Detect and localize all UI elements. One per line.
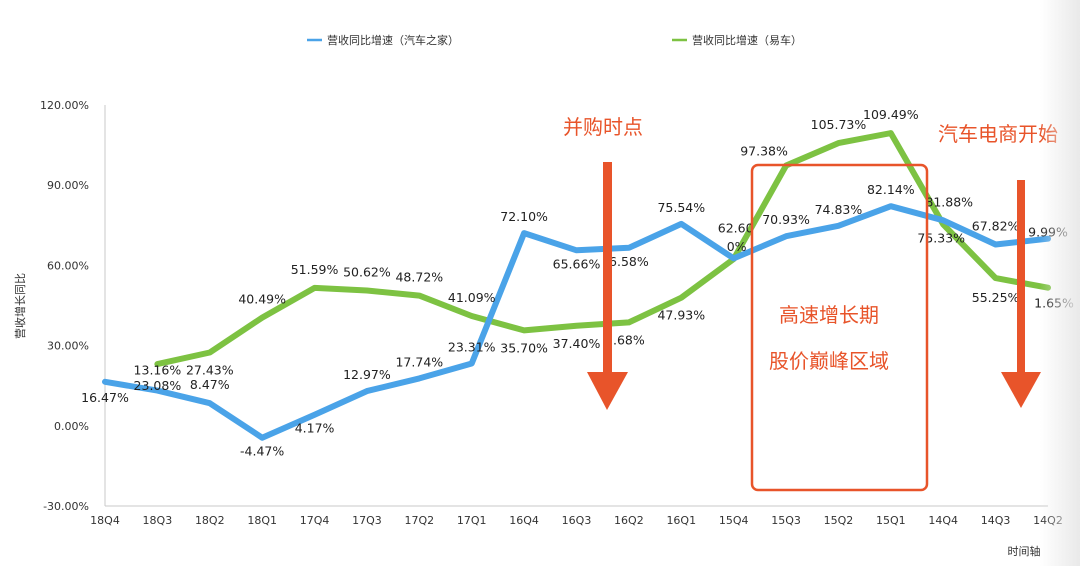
merger-arrow — [587, 162, 628, 410]
x-tick-labels: 18Q4 18Q3 18Q2 18Q1 17Q4 17Q3 17Q2 17Q1 16Q4 16Q3… — [90, 514, 1063, 527]
data-label-0-14: 74.83% — [815, 202, 863, 217]
data-label-0-12: 62.60 — [718, 220, 754, 235]
data-label-1-3: 40.49% — [238, 292, 286, 307]
data-label-0-7: 23.31% — [448, 339, 496, 354]
data-label-0-5: 12.97% — [343, 367, 391, 382]
x-tick-label: 16Q2 — [614, 514, 644, 527]
data-labels: 16.47% 13.16% 8.47% -4.47% 4.17% 12.97% 17.74%… — [81, 107, 1074, 459]
y-tick-label: 60.00% — [47, 259, 89, 272]
data-label-1-16: 75.33% — [917, 230, 965, 245]
annotation-ecommerce: 汽车电商开始 — [938, 122, 1058, 146]
right-edge-shadow — [1040, 0, 1080, 566]
data-label-1-2: 27.43% — [186, 362, 234, 377]
data-label-1-17: 55.25% — [972, 290, 1020, 305]
y-tick-label: -30.00% — [43, 500, 89, 513]
data-label-1-13: 97.38% — [740, 143, 788, 158]
data-label-0-6: 17.74% — [395, 354, 443, 369]
x-tick-label: 16Q3 — [562, 514, 592, 527]
data-label-0-15: 82.14% — [867, 182, 915, 197]
data-label-0-8: 72.10% — [500, 209, 548, 224]
data-label-1-6: 48.72% — [395, 270, 443, 285]
x-tick-label: 15Q1 — [876, 514, 906, 527]
data-label-0-13: 70.93% — [762, 212, 810, 227]
data-label-0-17: 67.82% — [972, 218, 1020, 233]
data-label-1-9: 37.40% — [553, 336, 601, 351]
x-tick-label: 15Q2 — [824, 514, 854, 527]
x-tick-label: 15Q4 — [719, 514, 749, 527]
x-tick-label: 16Q1 — [666, 514, 696, 527]
y-tick-label: 120.00% — [40, 99, 89, 112]
data-label-0-10: 6.58% — [609, 254, 649, 269]
data-label-0-11: 75.54% — [657, 200, 705, 215]
data-label-0-3: -4.47% — [240, 444, 284, 459]
y-tick-label: 30.00% — [47, 340, 89, 353]
high-growth-box — [750, 163, 929, 492]
data-label-1-12: 0% — [727, 239, 747, 254]
legend-label-yiche: 营收同比增速（易车） — [692, 33, 802, 47]
y-axis-title: 营收增长同比 — [13, 273, 27, 339]
data-label-1-8: 35.70% — [500, 340, 548, 355]
data-label-0-2: 8.47% — [190, 377, 230, 392]
x-tick-label: 18Q4 — [90, 514, 120, 527]
data-label-0-16: 81.88% — [925, 194, 973, 209]
data-label-0-4: 4.17% — [295, 421, 335, 436]
data-label-1-11: 47.93% — [657, 308, 705, 323]
series-line-0 — [102, 203, 1051, 441]
x-tick-label: 15Q3 — [771, 514, 801, 527]
data-label-0-9: 65.66% — [553, 256, 601, 271]
ecommerce-arrow — [1001, 180, 1041, 408]
legend-label-autohome: 营收同比增速（汽车之家） — [327, 33, 459, 47]
data-label-1-5: 50.62% — [343, 264, 391, 279]
y-tick-label: 90.00% — [47, 179, 89, 192]
data-label-0-0: 16.47% — [81, 390, 129, 405]
x-tick-label: 16Q4 — [509, 514, 539, 527]
x-tick-label: 14Q3 — [981, 514, 1011, 527]
data-label-1-4: 51.59% — [291, 262, 339, 277]
x-tick-label: 17Q4 — [300, 514, 330, 527]
x-tick-label: 18Q3 — [143, 514, 173, 527]
x-tick-label: 17Q2 — [405, 514, 435, 527]
x-tick-label: 18Q1 — [247, 514, 277, 527]
x-tick-label: 14Q4 — [928, 514, 958, 527]
x-tick-label: 17Q1 — [457, 514, 487, 527]
x-tick-label: 17Q3 — [352, 514, 382, 527]
box-label-line1: 高速增长期 — [779, 303, 879, 327]
data-label-1-7: 41.09% — [448, 290, 496, 305]
series-line-1 — [154, 130, 1051, 368]
x-tick-label: 18Q2 — [195, 514, 225, 527]
data-label-1-14: 105.73% — [811, 117, 867, 132]
series-lines — [102, 130, 1051, 441]
x-axis-title: 时间轴 — [1008, 544, 1041, 558]
box-label-line2: 股价巅峰区域 — [769, 349, 889, 373]
y-tick-labels: 120.00% 90.00% 60.00% 30.00% 0.00% -30.00% — [40, 99, 89, 513]
data-label-1-1: 23.08% — [134, 378, 182, 393]
y-tick-label: 0.00% — [54, 420, 89, 433]
data-label-1-15: 109.49% — [863, 107, 919, 122]
annotation-merger: 并购时点 — [563, 115, 643, 139]
legend: 营收同比增速（汽车之家） 营收同比增速（易车） — [307, 33, 802, 47]
data-label-1-10: .68% — [613, 332, 645, 347]
data-label-0-1: 13.16% — [134, 363, 182, 378]
